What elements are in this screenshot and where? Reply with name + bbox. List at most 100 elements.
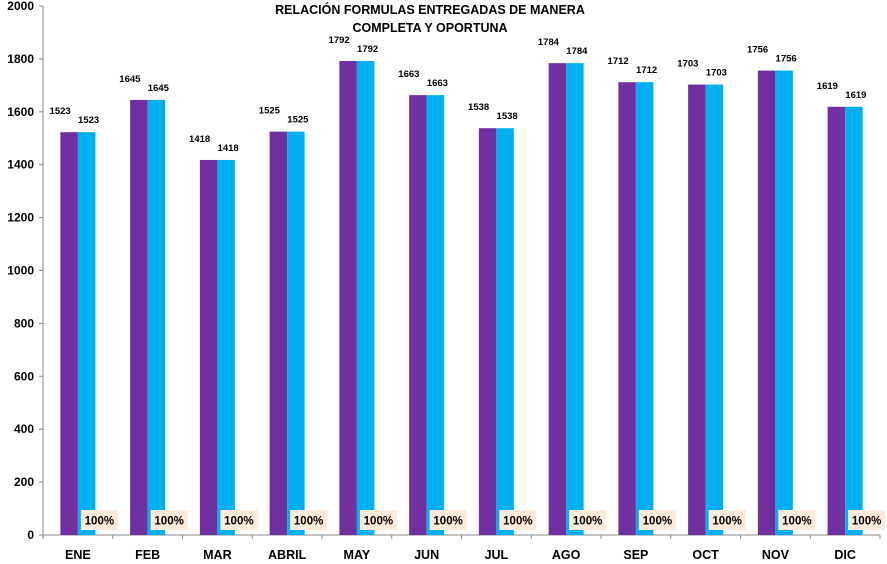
y-tick-label: 400 xyxy=(14,422,34,436)
chart-title-line-2: COMPLETA Y OPORTUNA xyxy=(352,21,507,35)
x-tick-label: NOV xyxy=(762,548,790,562)
percent-label: 100% xyxy=(85,516,114,528)
data-label: 1525 xyxy=(259,106,281,117)
bar-purple xyxy=(688,84,706,535)
y-tick-label: 800 xyxy=(14,316,34,330)
bar-purple xyxy=(409,95,427,535)
data-label: 1523 xyxy=(78,115,99,126)
percent-label-background xyxy=(220,510,258,530)
bar-purple xyxy=(618,82,636,536)
data-label: 1784 xyxy=(566,46,588,57)
x-tick-label: MAY xyxy=(344,548,371,562)
percent-label-background xyxy=(848,510,886,530)
x-tick-label: DIC xyxy=(834,548,856,562)
x-tick-label: SEP xyxy=(623,548,648,562)
data-label: 1756 xyxy=(747,45,768,56)
y-tick-label: 0 xyxy=(27,528,34,542)
percent-label: 100% xyxy=(712,516,741,528)
data-label: 1756 xyxy=(776,54,797,65)
bar-blue xyxy=(147,99,166,536)
data-label: 1619 xyxy=(817,81,838,92)
x-tick-label: OCT xyxy=(692,548,719,562)
bar-blue xyxy=(496,128,514,535)
data-label: 1663 xyxy=(427,78,448,89)
percent-label: 100% xyxy=(852,516,881,528)
percent-labels: 100% 100% 100% 100% 100% 100% 100% 100% 100% 100%… xyxy=(80,510,886,530)
data-label: 1645 xyxy=(148,83,170,94)
y-tick-label: 2000 xyxy=(7,0,34,13)
percent-label-background xyxy=(80,510,118,530)
data-label: 1538 xyxy=(468,102,489,113)
x-tick-label: AGO xyxy=(552,548,581,562)
bar-purple xyxy=(339,61,357,536)
data-label: 1663 xyxy=(398,69,419,80)
bar-purple xyxy=(478,128,497,535)
percent-label-background xyxy=(569,510,607,530)
percent-label-background xyxy=(638,510,676,530)
bar-blue xyxy=(566,63,584,536)
bar-blue xyxy=(287,131,305,535)
bar-blue xyxy=(77,132,96,535)
percent-label: 100% xyxy=(294,516,323,528)
percent-label-background xyxy=(708,510,746,530)
x-axis-ticks: ENE FEB MAR ABRIL MAY JUN JUL AGO SEP OCT NOV DIC xyxy=(42,535,881,562)
percent-label-background xyxy=(499,510,537,530)
y-tick-label: 200 xyxy=(14,475,34,489)
bar-purple xyxy=(269,131,288,535)
bar-blue xyxy=(635,82,654,536)
y-axis-ticks: 0 200 400 600 800 1000 1200 1400 1600 1800 2000 xyxy=(7,0,43,542)
y-tick-label: 1000 xyxy=(7,264,34,278)
y-tick-label: 1200 xyxy=(7,211,34,225)
percent-label: 100% xyxy=(573,516,602,528)
bar-blue xyxy=(356,61,375,536)
bar-purple xyxy=(827,106,846,535)
data-label: 1645 xyxy=(119,74,141,85)
bars xyxy=(60,61,863,536)
chart-title: RELACIÓN FORMULAS ENTREGADAS DE MANERA C… xyxy=(275,2,585,35)
bar-blue xyxy=(845,106,863,535)
percent-label: 100% xyxy=(154,516,183,528)
y-tick-label: 1800 xyxy=(7,52,34,66)
x-tick-label: JUL xyxy=(485,548,509,562)
bar-blue xyxy=(426,95,445,535)
data-label: 1538 xyxy=(497,111,518,122)
bar-blue xyxy=(775,70,793,536)
data-label: 1784 xyxy=(538,37,560,48)
bar-purple xyxy=(130,99,148,536)
percent-label: 100% xyxy=(643,516,672,528)
percent-label: 100% xyxy=(433,516,462,528)
bar-blue xyxy=(705,84,724,535)
bar-purple xyxy=(199,159,218,535)
data-label: 1418 xyxy=(218,143,239,154)
data-label: 1712 xyxy=(608,56,629,67)
percent-label-background xyxy=(778,510,816,530)
x-tick-label: ENE xyxy=(65,548,91,562)
percent-label: 100% xyxy=(782,516,811,528)
data-label: 1703 xyxy=(706,68,727,79)
y-tick-label: 1400 xyxy=(7,158,34,172)
y-tick-label: 600 xyxy=(14,369,34,383)
x-tick-label: FEB xyxy=(135,548,160,562)
percent-label: 100% xyxy=(503,516,532,528)
data-label: 1712 xyxy=(636,65,657,76)
x-tick-label: JUN xyxy=(414,548,439,562)
percent-label-background xyxy=(429,510,467,530)
data-label: 1525 xyxy=(287,115,309,126)
bar-blue xyxy=(217,159,235,535)
data-label: 1792 xyxy=(329,35,350,46)
percent-label-background xyxy=(359,510,397,530)
y-tick-label: 1600 xyxy=(7,105,34,119)
data-label: 1703 xyxy=(677,59,698,70)
bar-purple xyxy=(60,132,78,535)
percent-label-background xyxy=(290,510,328,530)
percent-label: 100% xyxy=(364,516,393,528)
data-label: 1523 xyxy=(50,106,71,117)
bar-purple xyxy=(548,63,567,536)
data-labels: 1523 1523 1645 1645 1418 1418 1525 1525 1792 1792… xyxy=(50,35,867,154)
bar-purple xyxy=(757,70,776,536)
data-label: 1418 xyxy=(189,134,210,145)
x-tick-label: ABRIL xyxy=(268,548,307,562)
data-label: 1619 xyxy=(845,90,866,101)
percent-label: 100% xyxy=(224,516,253,528)
